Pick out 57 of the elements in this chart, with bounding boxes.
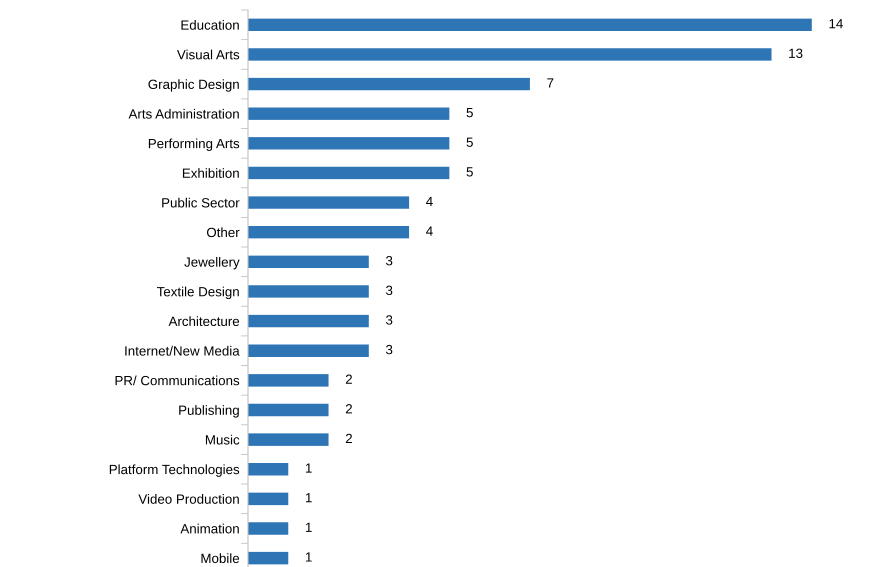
y-tick-label: Video Production bbox=[138, 494, 239, 504]
y-tick-label: Public Sector bbox=[162, 198, 240, 208]
y-tick-label: Performing Arts bbox=[148, 138, 240, 151]
y-tick-label: Internet/New Media bbox=[125, 346, 240, 356]
data-label: 5 bbox=[466, 138, 473, 147]
y-tick-label: PR/ Communications bbox=[116, 376, 240, 386]
y-tick-label: Mobile bbox=[201, 553, 240, 564]
data-label: 3 bbox=[386, 256, 392, 266]
bar bbox=[248, 18, 812, 32]
bar bbox=[248, 137, 450, 150]
y-tick-label: Animation bbox=[180, 524, 239, 534]
y-tick-label: Exhibition bbox=[182, 168, 239, 178]
bar bbox=[248, 166, 450, 180]
bar bbox=[248, 522, 288, 535]
data-label: 1 bbox=[306, 464, 312, 473]
y-tick-label: Platform Technologies bbox=[110, 464, 240, 477]
bar bbox=[248, 374, 329, 387]
y-tick-label: Jewellery bbox=[184, 257, 240, 270]
data-label: 1 bbox=[306, 552, 312, 562]
y-tick-label: Visual Arts bbox=[176, 50, 240, 60]
y-tick-label: Education bbox=[181, 20, 239, 30]
bar bbox=[248, 48, 772, 61]
data-label: 5 bbox=[466, 167, 473, 177]
data-label: 3 bbox=[386, 315, 392, 325]
y-tick-label: Architecture bbox=[168, 316, 240, 326]
y-tick-label: Music bbox=[206, 434, 240, 445]
bar bbox=[248, 404, 329, 416]
data-label: 1 bbox=[306, 522, 312, 532]
data-label: 13 bbox=[789, 48, 802, 58]
data-label: 2 bbox=[346, 374, 352, 384]
bar bbox=[248, 492, 288, 506]
data-label: 3 bbox=[386, 286, 392, 296]
y-tick-label: Publishing bbox=[179, 405, 239, 418]
data-label: 2 bbox=[346, 434, 352, 444]
bar bbox=[248, 314, 369, 328]
data-label: 1 bbox=[306, 493, 312, 502]
data-label: 4 bbox=[426, 226, 433, 236]
y-tick-label: Graphic Design bbox=[148, 79, 239, 92]
bar bbox=[248, 433, 329, 446]
y-tick-label: Arts Administration bbox=[128, 108, 239, 119]
bar bbox=[248, 107, 450, 120]
data-label: 2 bbox=[346, 404, 352, 414]
bar bbox=[248, 196, 410, 209]
bar bbox=[248, 256, 369, 268]
bar bbox=[248, 226, 410, 238]
bar bbox=[248, 552, 288, 564]
data-label: 3 bbox=[386, 344, 392, 354]
data-label: 4 bbox=[426, 196, 433, 206]
bar bbox=[248, 285, 369, 298]
data-label: 14 bbox=[829, 19, 843, 28]
data-label: 7 bbox=[547, 78, 554, 88]
bar bbox=[248, 78, 530, 90]
bar bbox=[248, 344, 369, 357]
data-label: 5 bbox=[466, 108, 473, 118]
y-tick-label: Other bbox=[206, 227, 240, 238]
y-tick-label: Textile Design bbox=[156, 286, 239, 300]
bar bbox=[248, 463, 288, 476]
